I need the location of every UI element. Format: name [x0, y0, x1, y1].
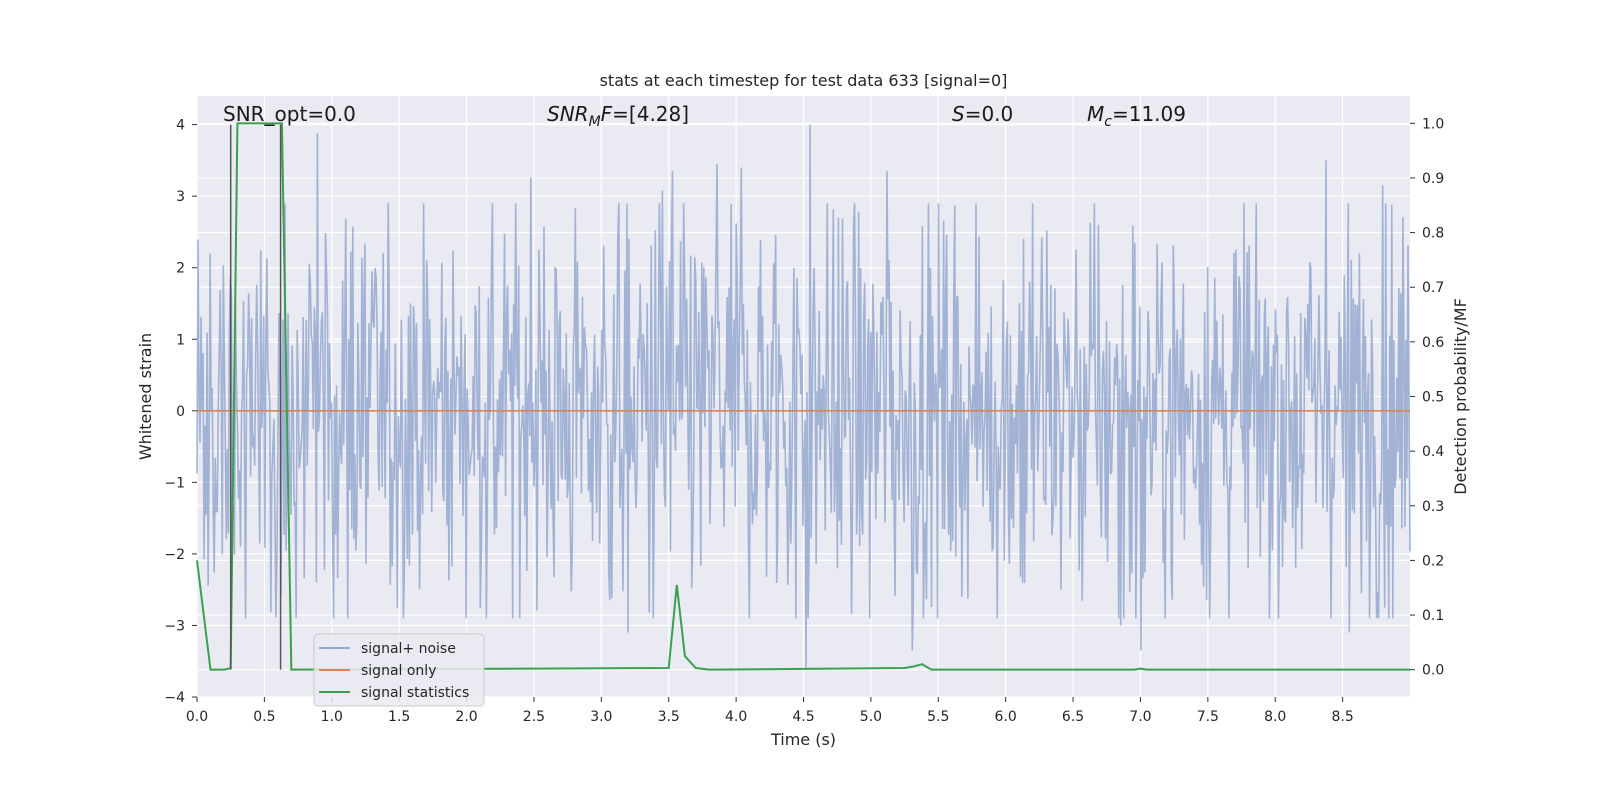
y2-tick-label: 0.9	[1422, 171, 1444, 187]
series-line-signal-statistics	[196, 122, 1410, 671]
statistics-series-layer	[196, 122, 1410, 671]
y2-tick-label: 0.4	[1422, 444, 1444, 460]
y-axis-label: Whitened strain	[136, 333, 155, 460]
x-tick-label: 1.0	[321, 709, 343, 725]
x-tick-label: 3.5	[658, 709, 680, 725]
y-tick-label: −4	[164, 690, 185, 706]
annotation-chirp-mass: Mc=11.09	[1087, 102, 1186, 130]
x-tick-label: 8.0	[1264, 709, 1286, 725]
x-tick-label: 8.5	[1331, 709, 1353, 725]
x-tick-label: 7.5	[1197, 709, 1219, 725]
y2-tick-label: 1.0	[1422, 116, 1444, 132]
annotations: SNR_opt=0.0 SNRMF=[4.28] S=0.0 Mc=11.09	[223, 102, 1186, 130]
y2-tick-label: 0.7	[1422, 280, 1444, 296]
x-tick-label: 2.0	[455, 709, 477, 725]
x-tick-label: 0.5	[253, 709, 275, 725]
y-tick-label: −1	[164, 475, 185, 491]
y2-tick-label: 0.8	[1422, 226, 1444, 242]
tick-labels: 0.0 0.5 1.0 1.5 2.0 2.5 3.0 3.5 4.0 4.5 5.0 5.5 6.0 6…	[164, 116, 1444, 725]
x-tick-label: 3.0	[590, 709, 612, 725]
y-tick-label: 3	[176, 189, 185, 205]
y-tick-label: 1	[176, 332, 185, 348]
annotation-s-stat: S=0.0	[952, 102, 1013, 126]
x-tick-label: 5.0	[860, 709, 882, 725]
noise-series-layer	[196, 124, 1411, 669]
y-tick-label: −2	[164, 547, 185, 563]
x-axis-label: Time (s)	[770, 730, 836, 749]
y2-tick-label: 0.1	[1422, 608, 1444, 624]
y2-tick-label: 0.2	[1422, 553, 1444, 569]
x-tick-label: 5.5	[927, 709, 949, 725]
x-tick-label: 7.0	[1129, 709, 1151, 725]
x-tick-label: 1.5	[388, 709, 410, 725]
y2-axis-label: Detection probability/MF	[1451, 298, 1470, 495]
legend-label: signal statistics	[361, 685, 469, 701]
y-tick-label: 4	[176, 118, 185, 134]
y-tick-label: 2	[176, 261, 185, 277]
legend-label: signal only	[361, 663, 436, 679]
legend-box	[313, 633, 485, 707]
annotation-snr-mf: SNRMF=[4.28]	[547, 102, 689, 130]
x-tick-label: 0.0	[186, 709, 208, 725]
x-tick-label: 4.5	[792, 709, 814, 725]
legend: signal+ noise signal only signal statistic…	[313, 633, 485, 707]
y2-tick-label: 0.0	[1422, 663, 1444, 679]
y2-tick-label: 0.5	[1422, 390, 1444, 406]
annotation-snr-opt: SNR_opt=0.0	[223, 102, 356, 126]
y-tick-label: 0	[176, 404, 185, 420]
series-line-signal-noise	[196, 124, 1411, 669]
x-tick-label: 4.0	[725, 709, 747, 725]
y2-tick-label: 0.3	[1422, 499, 1444, 515]
x-tick-label: 6.5	[1062, 709, 1084, 725]
y-tick-label: −3	[164, 618, 185, 634]
x-tick-label: 6.0	[995, 709, 1017, 725]
chart-title: stats at each timestep for test data 633…	[600, 71, 1008, 90]
vertical-markers	[229, 124, 282, 670]
y2-tick-label: 0.6	[1422, 335, 1444, 351]
legend-label: signal+ noise	[361, 641, 456, 657]
x-tick-label: 2.5	[523, 709, 545, 725]
